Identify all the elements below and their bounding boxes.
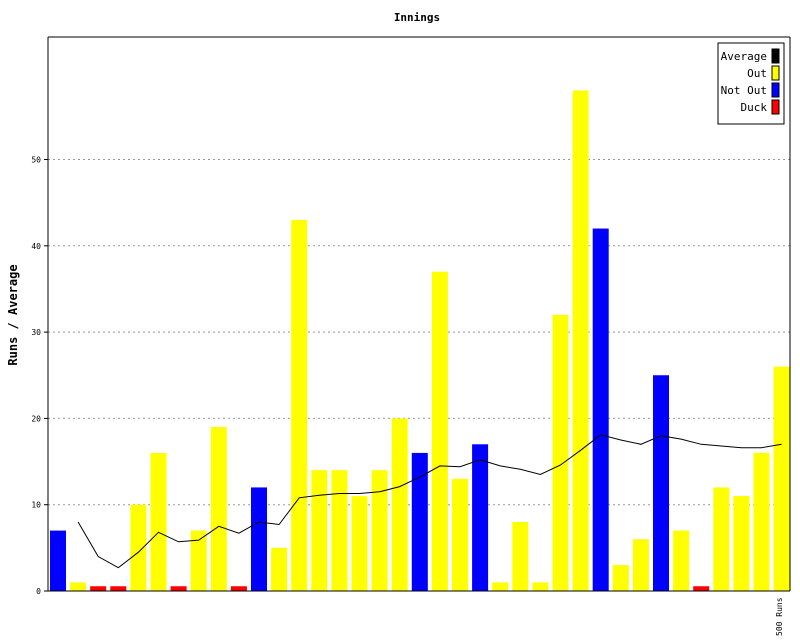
legend-swatch-not-out [771,82,780,98]
axes [47,36,791,592]
bar-out [773,366,790,591]
legend-swatch-duck [771,99,780,115]
bar-out [753,452,770,591]
legend-label-not-out: Not Out [721,84,767,97]
y-ticks: 0 10 20 30 40 50 [31,156,48,596]
bar-duck [170,586,187,591]
bar-notout [411,452,428,591]
y-tick-label: 10 [31,501,41,510]
legend: Average Out Not Out Duck [717,42,785,125]
y-tick-label: 40 [31,242,41,251]
y-tick-label: 20 [31,414,41,423]
bar-duck [230,586,247,591]
y-tick-label: 0 [36,587,41,596]
bar-out [190,530,207,591]
bar-notout [653,375,669,591]
legend-label-duck: Duck [741,101,768,114]
bar-out [150,452,167,591]
bar-out [532,582,549,591]
bar-out [713,487,730,591]
bar-out [512,521,529,591]
legend-label-average: Average [721,50,767,63]
bar-notout [472,444,489,591]
chart-title: Innings [394,11,440,24]
bar-out [331,470,348,591]
bar-out [673,530,690,591]
bar-out [632,539,649,591]
bar-out [733,496,750,591]
bar-out [552,314,569,591]
bar-duck [110,586,127,591]
x-marker-label: 500 Runs [775,597,784,636]
bar-out [492,582,509,591]
bar-duck [693,586,710,591]
bar-out [130,504,147,591]
bar-out [431,271,448,591]
average-line [77,434,782,569]
bars [50,90,790,592]
bar-out [271,547,288,591]
bar-out [572,90,589,592]
y-axis-label: Runs / Average [6,264,20,365]
legend-swatch-average [771,48,780,64]
bar-notout [251,487,267,591]
average-line-layer [77,434,782,569]
bar-out [452,478,468,591]
bar-out [351,496,368,591]
bar-notout [592,228,609,592]
bar-out [70,582,87,591]
legend-label-out: Out [747,67,767,80]
legend-swatch-out [771,65,780,81]
bar-notout [50,530,66,591]
y-tick-label: 30 [31,328,41,337]
bar-out [210,427,227,591]
bar-out [612,565,629,591]
bar-out [371,470,388,591]
bar-out [391,418,408,591]
bar-out [291,219,308,591]
bar-out [311,470,328,591]
y-tick-label: 50 [31,156,41,165]
bar-duck [90,586,107,591]
